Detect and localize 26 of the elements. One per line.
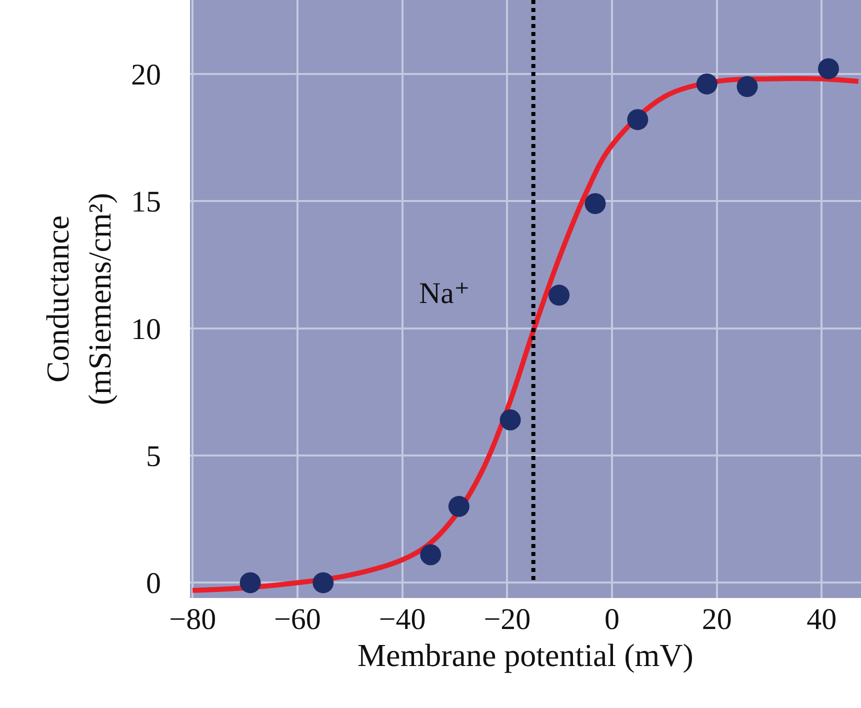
point — [500, 409, 521, 430]
point — [584, 193, 606, 214]
point — [627, 109, 648, 130]
annotation: Na⁺ — [419, 277, 470, 310]
point — [420, 544, 442, 566]
point — [312, 572, 334, 594]
point — [240, 572, 261, 594]
x-axis-title: Membrane potential (mV) — [358, 636, 694, 673]
x-tick-label: 0 — [604, 603, 620, 636]
y-tick-label: 0 — [146, 567, 161, 600]
y-tick-label: 10 — [131, 312, 161, 346]
point — [696, 73, 718, 94]
x-tick-label: −60 — [274, 603, 321, 636]
x-tick-label: 20 — [702, 603, 732, 636]
x-tick-label: 40 — [806, 603, 837, 636]
x-tick-label: −40 — [378, 603, 426, 636]
y-tick-label: 15 — [131, 186, 161, 219]
point — [548, 284, 570, 306]
x-tick-label: −20 — [484, 603, 531, 636]
y-axis-title: Conductance (mSiemens/cm²) — [40, 192, 118, 406]
point — [736, 76, 758, 98]
point — [448, 496, 470, 517]
point — [818, 58, 839, 80]
y-tick-label: 20 — [131, 58, 161, 92]
y-tick-label: 5 — [146, 440, 161, 473]
x-tick-label: −80 — [169, 603, 216, 636]
